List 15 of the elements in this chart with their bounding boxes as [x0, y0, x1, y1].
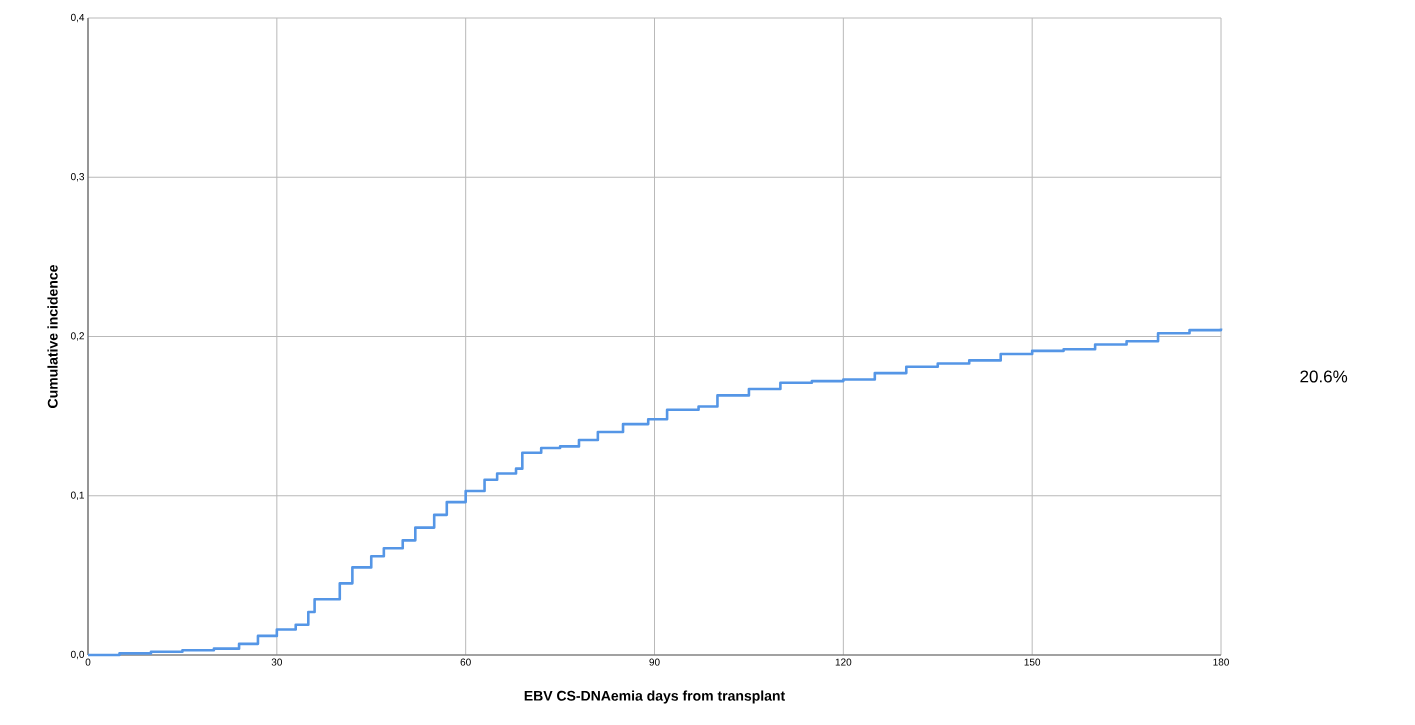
y-tick-label: 0,1	[70, 491, 84, 500]
x-tick-label: 0	[85, 658, 91, 666]
x-tick-label: 120	[835, 658, 852, 666]
x-tick-label: 30	[271, 658, 283, 666]
x-tick-label: 90	[649, 658, 660, 666]
x-tick-label: 60	[460, 658, 471, 666]
x-axis-title: EBV CS-DNAemia days from transplant	[524, 690, 785, 704]
y-tick-label: 0,4	[70, 13, 85, 23]
x-tick-label: 150	[1024, 658, 1041, 666]
y-tick-label: 0,3	[70, 173, 85, 182]
y-tick-label: 0,2	[70, 332, 84, 341]
y-axis-title: Cumulative incidence	[47, 265, 58, 408]
text: 20.6%	[1300, 370, 1348, 383]
x-tick-label: 180	[1213, 658, 1229, 666]
y-tick-label: 0,0	[70, 650, 85, 660]
